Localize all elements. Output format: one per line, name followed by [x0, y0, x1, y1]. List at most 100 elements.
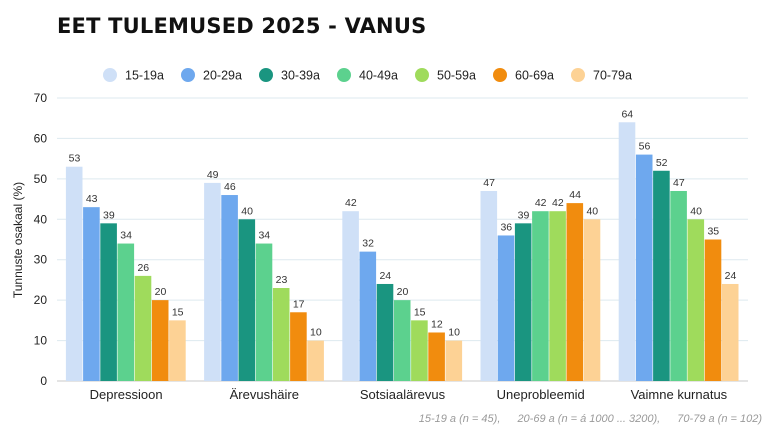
data-label: 42 — [552, 197, 564, 209]
bar — [670, 190, 687, 381]
legend-label: 70-79a — [593, 69, 632, 83]
data-label: 10 — [310, 327, 322, 339]
legend-marker — [181, 68, 195, 82]
bar — [704, 239, 722, 381]
x-tick-label: Vaimne kurnatus — [631, 387, 728, 402]
data-label: 56 — [639, 141, 651, 153]
legend-marker — [259, 68, 273, 82]
y-tick-label: 70 — [34, 91, 48, 105]
data-label: 44 — [569, 189, 581, 201]
data-label: 24 — [725, 270, 737, 282]
bar — [497, 235, 515, 381]
data-label: 26 — [137, 262, 149, 274]
data-label: 53 — [69, 153, 81, 165]
bar — [393, 300, 411, 381]
bar — [514, 223, 532, 381]
bar — [290, 312, 307, 381]
x-tick-label: Uneprobleemid — [497, 387, 585, 402]
y-tick-label: 0 — [40, 374, 47, 388]
data-label: 64 — [621, 108, 633, 120]
data-label: 20 — [397, 286, 409, 298]
data-label: 46 — [224, 181, 236, 193]
y-tick-label: 10 — [34, 334, 48, 348]
bar — [635, 154, 653, 381]
data-label: 35 — [707, 226, 719, 238]
bar — [65, 166, 83, 381]
y-tick-label: 30 — [34, 253, 48, 267]
bars-group — [65, 122, 739, 381]
y-tick-label: 20 — [34, 293, 48, 307]
footnote-part: 15-19 a (n = 45), — [418, 413, 501, 425]
data-label: 40 — [690, 205, 702, 217]
legend-label: 20-29a — [203, 69, 242, 83]
y-tick-label: 50 — [34, 172, 48, 186]
x-axis: Depressioon Ärevushäire Sotsiaalärevus Unep… — [90, 387, 728, 402]
bar — [721, 283, 739, 381]
bar — [117, 243, 135, 381]
data-label: 32 — [362, 238, 374, 250]
data-label: 12 — [431, 318, 443, 330]
bar — [83, 207, 100, 381]
legend-marker — [415, 68, 429, 82]
bar — [359, 251, 377, 381]
data-label: 39 — [518, 209, 530, 221]
bar — [583, 219, 601, 381]
data-label: 24 — [379, 270, 391, 282]
legend-label: 30-39a — [281, 69, 320, 83]
bar — [255, 243, 273, 381]
data-label: 34 — [258, 230, 270, 242]
data-label: 17 — [293, 298, 305, 310]
data-label: 40 — [241, 205, 253, 217]
bar — [151, 300, 169, 381]
data-label: 10 — [448, 327, 460, 339]
data-label: 39 — [103, 209, 115, 221]
data-label: 42 — [535, 197, 547, 209]
data-label: 40 — [586, 205, 598, 217]
data-label: 43 — [86, 193, 98, 205]
bar — [480, 190, 498, 381]
bar — [272, 288, 290, 381]
legend-marker — [493, 68, 507, 82]
data-label: 36 — [500, 221, 512, 233]
legend-label: 40-49a — [359, 69, 398, 83]
bar — [687, 219, 705, 381]
bar — [549, 211, 566, 381]
data-label: 49 — [207, 169, 219, 181]
sample-size-note: 15-19 a (n = 45), 20-69 a (n = á 1000 ..… — [405, 413, 762, 425]
bar — [618, 122, 636, 381]
data-label: 34 — [120, 230, 132, 242]
x-tick-label: Sotsiaalärevus — [360, 387, 446, 402]
legend-label: 50-59a — [437, 69, 476, 83]
bar — [100, 223, 117, 381]
footnote-part: 70-79 a (n = 102) — [677, 413, 762, 425]
y-tick-label: 60 — [34, 131, 48, 145]
y-axis-label: Tunnuste osakaal (%) — [11, 182, 25, 298]
x-tick-label: Ärevushäire — [230, 387, 299, 402]
legend-marker — [103, 68, 117, 82]
bar — [566, 203, 584, 381]
legend: 15-19a 20-29a 30-39a 40-49a 50-59a 60-69a 70-7… — [103, 68, 632, 83]
bar — [376, 283, 394, 381]
bar — [653, 170, 670, 381]
data-label: 15 — [172, 306, 184, 318]
data-label: 15 — [414, 306, 426, 318]
bar — [307, 340, 324, 381]
data-label: 47 — [483, 177, 495, 189]
data-label: 23 — [276, 274, 288, 286]
data-label: 42 — [345, 197, 357, 209]
bar — [411, 320, 428, 381]
bar — [445, 340, 463, 381]
data-label: 20 — [155, 286, 167, 298]
bar — [169, 320, 186, 381]
bar — [221, 195, 238, 381]
bar — [238, 219, 256, 381]
bar — [204, 182, 221, 381]
legend-label: 15-19a — [125, 69, 164, 83]
y-tick-label: 40 — [34, 212, 48, 226]
bar — [342, 211, 359, 381]
bar — [532, 211, 549, 381]
data-label: 52 — [656, 157, 668, 169]
data-labels: 53 43 39 34 26 20 15 49 46 40 34 23 17 10 42 32 24 20 15 12… — [69, 108, 737, 338]
y-axis: 0 10 20 30 40 50 60 70 — [34, 91, 48, 388]
